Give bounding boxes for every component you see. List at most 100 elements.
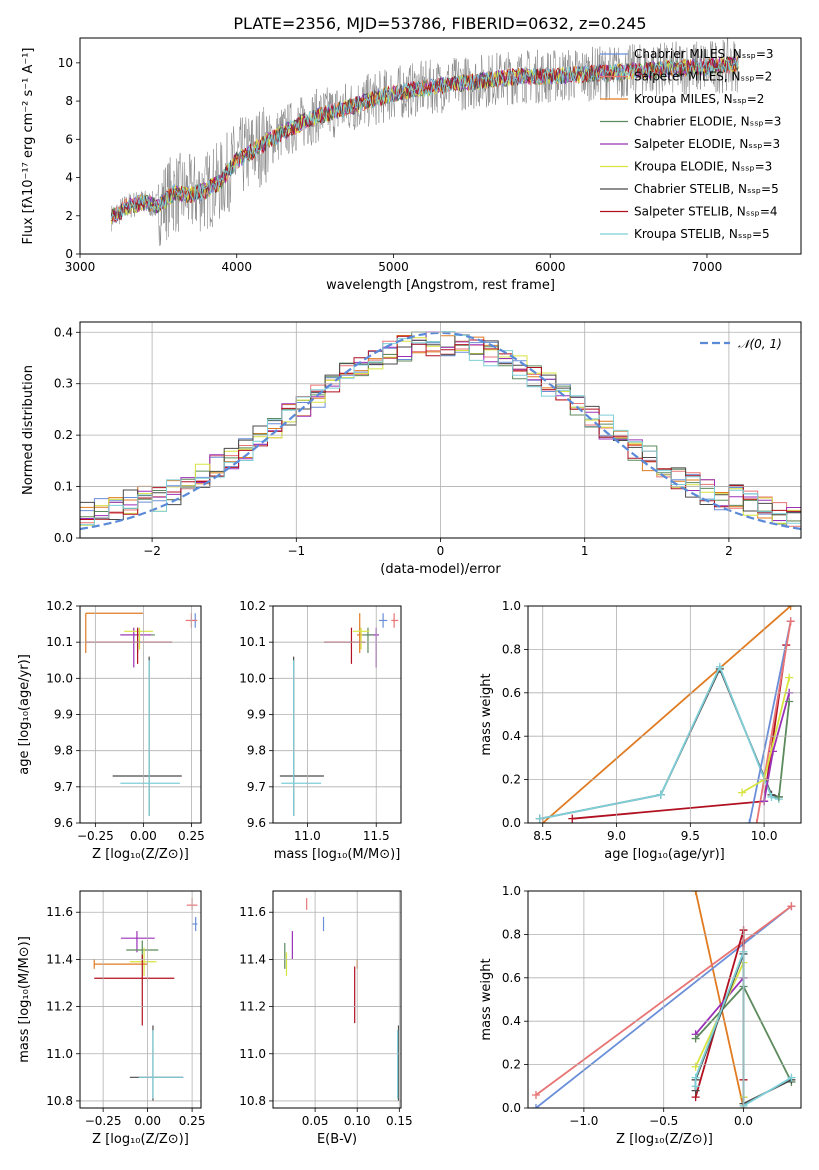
weight-series-line (755, 621, 792, 823)
legend-label: Kroupa MILES, Nₛₛₚ=2 (634, 92, 764, 106)
y-tick-label: 0.2 (502, 773, 521, 787)
y-tick-label: 0.4 (502, 729, 521, 743)
y-tick-label: 9.8 (247, 744, 266, 758)
y-tick-label: 9.8 (54, 744, 73, 758)
y-tick-label: 9.7 (247, 780, 266, 794)
weight-series-line (572, 644, 788, 820)
y-tick-label: 0.4 (54, 325, 73, 339)
x-tick-label: 0.15 (386, 1114, 413, 1128)
weight-marker (745, 819, 754, 823)
x-axis-label: E(B-V) (317, 1132, 357, 1147)
y-tick-label: 0.2 (502, 1058, 521, 1072)
panel-spectrum: 3000 4000 5000 6000 7000 0 2 4 6 8 10 wavelength [A… (21, 37, 802, 293)
y-tick-label: 11.2 (46, 1000, 73, 1014)
y-tick-label: 9.6 (54, 816, 73, 830)
legend-label: Chabrier STELIB, Nₛₛₚ=5 (634, 182, 779, 196)
weight-series-line (542, 606, 792, 823)
x-tick-label: 0.25 (178, 829, 205, 843)
x-tick-label: 8.5 (533, 829, 552, 843)
x-tick-label: 11.5 (363, 829, 390, 843)
weight-marker (785, 697, 794, 706)
weight-marker (774, 792, 783, 801)
y-tick-label: 4 (65, 171, 73, 185)
legend-label: Chabrier ELODIE, Nₛₛₚ=3 (634, 115, 781, 129)
panel-mass_vs_Z: −0.25 0.00 0.25 10.8 11.0 11.2 11.4 11.6 Z [log₁… (17, 890, 205, 1147)
x-tick-label: −0.25 (77, 829, 114, 843)
weight-marker (656, 790, 665, 799)
y-tick-label: 10.1 (46, 635, 73, 649)
model-spectrum (110, 57, 739, 221)
plot-area-mass_vs_Z (93, 898, 198, 1101)
y-tick-label: 0 (65, 247, 73, 261)
weight-marker (787, 1073, 796, 1082)
x-axis-label: Z [log₁₀(Z/Z⊙)] (92, 847, 189, 862)
x-tick-label: 11.0 (294, 829, 321, 843)
y-tick-label: 9.6 (247, 816, 266, 830)
x-axis-label: Z [log₁₀(Z/Z⊙)] (92, 1132, 189, 1147)
y-axis-label: mass weight (479, 958, 494, 1040)
y-tick-label: 0.6 (502, 971, 521, 985)
weight-marker (786, 617, 795, 626)
x-tick-label: 5000 (378, 260, 409, 274)
panel-residuals: −2 −1 0 1 2 0.0 0.1 0.2 0.3 0.4 (data-model)/error… (21, 321, 802, 577)
plot-area-weight_vs_age (535, 606, 795, 823)
y-tick-label: 0.2 (54, 428, 73, 442)
panel-weight_vs_age: 8.5 9.0 9.5 10.0 0.0 0.2 0.4 0.6 0.8 1.0 age [log₁… (479, 599, 802, 862)
x-axis-label: Z [log₁₀(Z/Z⊙)] (616, 1132, 713, 1147)
y-tick-label: 11.0 (46, 1047, 73, 1061)
x-axis-label: (data-model)/error (380, 562, 501, 577)
panel-weight_vs_Z: −1.0 −0.5 0.0 0.0 0.2 0.4 0.6 0.8 1.0 Z [log₁₀(Z/… (479, 884, 802, 1147)
y-tick-label: 10 (58, 56, 73, 70)
y-tick-label: 0.4 (502, 1014, 521, 1028)
axes-frame (527, 890, 802, 1109)
y-tick-label: 8 (65, 94, 73, 108)
weight-marker (787, 902, 796, 911)
y-tick-label: 0.0 (502, 1101, 521, 1115)
axes-frame (79, 321, 802, 539)
x-tick-label: 2 (725, 544, 733, 558)
legend-label: Kroupa ELODIE, Nₛₛₚ=3 (634, 160, 772, 174)
weight-marker (691, 1034, 700, 1043)
weight-series-line (539, 664, 780, 820)
y-tick-label: 10.1 (239, 635, 266, 649)
y-tick-label: 1.0 (502, 884, 521, 898)
y-tick-label: 10.8 (239, 1094, 266, 1108)
legend-label: 𝒩(0, 1) (738, 337, 782, 351)
axes-frame (79, 605, 202, 824)
legend-label: Kroupa STELIB, Nₛₛₚ=5 (634, 227, 770, 241)
y-tick-label: 11.0 (239, 1047, 266, 1061)
x-axis-label: age [log₁₀(age/yr)] (604, 847, 725, 862)
weight-marker (691, 891, 700, 895)
weight-marker (691, 1082, 700, 1091)
y-axis-label: Flux [fλ10⁻¹⁷ erg cm⁻² s⁻¹ A⁻¹] (21, 48, 36, 245)
y-tick-label: 0.1 (54, 480, 73, 494)
axes-frame (272, 605, 402, 824)
y-tick-label: 10.2 (46, 599, 73, 613)
plot-area-spectrum (110, 38, 739, 246)
y-tick-label: 6 (65, 132, 73, 146)
y-axis-label: Normed distribution (21, 365, 36, 495)
weight-marker (531, 1090, 540, 1099)
y-tick-label: 0.8 (502, 927, 521, 941)
x-tick-label: −0.25 (85, 1114, 122, 1128)
plot-area-mass_vs_EBV (284, 898, 400, 1101)
legend-label: Salpeter STELIB, Nₛₛₚ=4 (634, 205, 778, 219)
y-tick-label: 10.0 (239, 671, 266, 685)
x-tick-label: 7000 (692, 260, 723, 274)
y-axis-label: mass [log₁₀(M/M⊙)] (17, 936, 32, 1063)
y-tick-label: 0.0 (54, 531, 73, 545)
y-tick-label: 0.6 (502, 686, 521, 700)
weight-marker (737, 788, 746, 797)
axes-frame (527, 605, 802, 824)
weight-series-line (778, 701, 791, 798)
panel-age_vs_mass: 11.0 11.5 9.6 9.7 9.8 9.9 10.0 10.1 10.2 mass [lo… (239, 599, 402, 862)
weight-marker (786, 606, 795, 610)
panel-age_vs_Z: −0.25 0.00 0.25 9.6 9.7 9.8 9.9 10.0 10.1 10.2 Z [… (17, 599, 205, 862)
y-tick-label: 10.0 (46, 671, 73, 685)
y-tick-label: 1.0 (502, 599, 521, 613)
y-tick-label: 11.6 (239, 905, 266, 919)
y-tick-label: 10.8 (46, 1094, 73, 1108)
x-axis-label: mass [log₁₀(M/M⊙)] (274, 847, 401, 862)
weight-marker (767, 792, 776, 801)
